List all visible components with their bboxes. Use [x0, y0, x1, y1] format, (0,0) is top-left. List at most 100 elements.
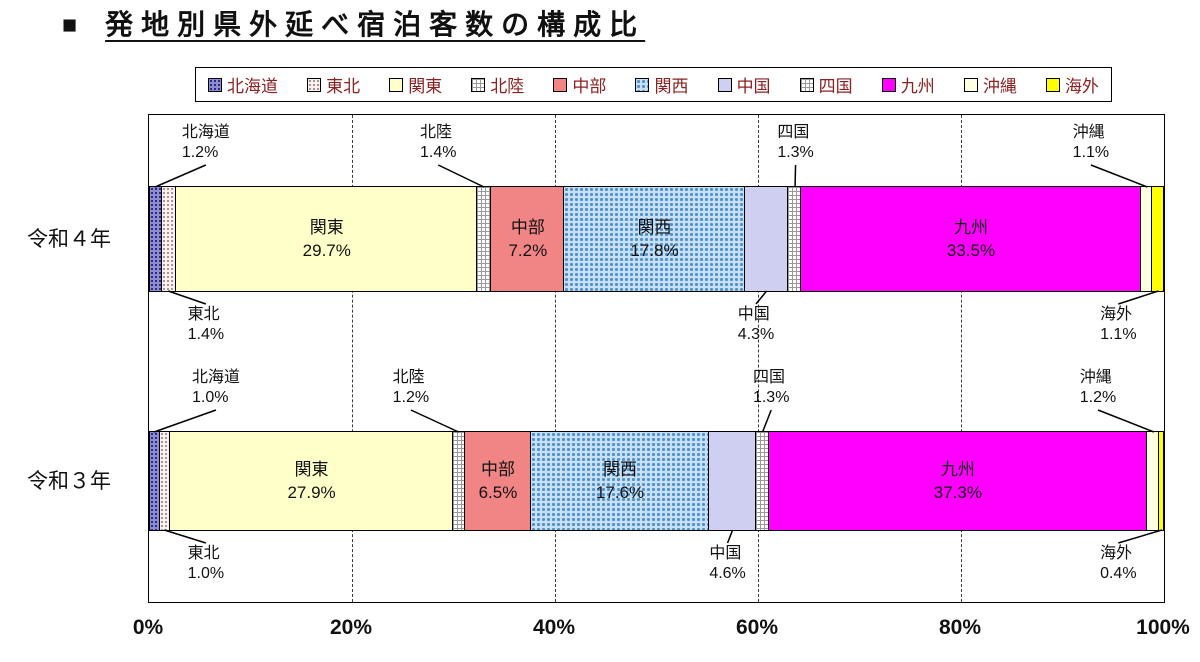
x-tick-label-4: 80%: [938, 616, 982, 639]
gridline-80pct: [961, 115, 962, 602]
x-tick-label-0: 0%: [132, 616, 164, 639]
callout-name: 四国: [777, 124, 810, 141]
callout-name: 北海道: [181, 124, 230, 141]
leader-line: [1118, 290, 1159, 305]
legend-swatch-icon-6: [717, 77, 732, 92]
bar-segment-r0-s5: [564, 187, 745, 291]
callout-r1-s0: 北海道 1.0%: [192, 368, 240, 408]
legend-item-9: 沖縄: [963, 72, 1017, 97]
callout-name: 沖縄: [1072, 124, 1105, 141]
segment-label-name: 関東: [294, 460, 329, 479]
callout-value: 4.3%: [737, 326, 775, 343]
segment-label-value: 33.5%: [946, 241, 996, 260]
callout-r1-s10: 海外 0.4%: [1100, 544, 1136, 584]
x-tick-label-2: 40%: [532, 616, 576, 639]
legend-item-1: 東北: [307, 72, 360, 97]
legend-swatch-icon-1: [307, 77, 322, 92]
callout-name: 海外: [1100, 306, 1133, 323]
leader-line: [1090, 164, 1148, 188]
title-row: ■ 発地別県外延べ宿泊客数の構成比: [62, 8, 645, 42]
legend: 北海道 東北 関東 北陸 中部 関西 中国 四国 九州 沖縄 海外: [195, 67, 1112, 102]
bar-segment-r0-s3: [477, 187, 492, 291]
segment-label-value: 6.5%: [478, 483, 518, 502]
legend-item-0: 北海道: [208, 72, 278, 97]
segment-label-value: 37.3%: [933, 483, 982, 502]
segment-label-r0-s2: 関東 29.7%: [303, 216, 351, 262]
callout-value: 1.3%: [777, 144, 814, 161]
legend-swatch-icon-5: [635, 77, 650, 92]
callout-name: 四国: [752, 369, 785, 386]
legend-item-label-7: 四国: [818, 77, 853, 96]
bar-segment-r0-s0: [150, 187, 163, 291]
legend-item-label-9: 沖縄: [982, 77, 1017, 96]
chart-area: 関東 29.7% 中部 7.2% 関西 17.8% 九州 33.5% 関東 27.9% 中部 6.5%…: [0, 114, 1200, 662]
bar-segment-r1-s5: [530, 432, 710, 530]
bar-segment-r0-s7: [788, 187, 802, 291]
callout-r1-s1: 東北 1.0%: [188, 544, 224, 584]
legend-swatch-icon-4: [553, 77, 568, 92]
bar-segment-r0-s2: [176, 187, 478, 291]
segment-label-r1-s5: 関西 17.6%: [596, 458, 644, 504]
bar-segment-r1-s3: [452, 432, 466, 530]
gridline-20pct: [352, 115, 353, 602]
leader-line: [154, 164, 207, 188]
stacked-bar-row-0: 関東 29.7% 中部 7.2% 関西 17.8% 九州 33.5%: [149, 186, 1164, 292]
legend-item-8: 九州: [881, 72, 935, 97]
callout-value: 1.1%: [1072, 144, 1110, 161]
bar-segment-r1-s9: [1146, 432, 1159, 530]
legend-item-label-1: 東北: [326, 77, 361, 96]
bar-segment-r1-s1: [160, 432, 171, 530]
bar-segment-r0-s6: [744, 187, 789, 291]
callout-value: 0.4%: [1100, 565, 1137, 582]
callout-r1-s3: 北陸 1.2%: [393, 368, 429, 408]
gridline-60pct: [758, 115, 759, 602]
bar-segment-r0-s1: [162, 187, 177, 291]
callout-name: 東北: [187, 306, 220, 323]
callout-r0-s9: 沖縄 1.1%: [1073, 123, 1109, 163]
legend-swatch-icon-10: [1045, 77, 1060, 92]
bar-segment-r0-s10: [1151, 187, 1163, 291]
segment-label-name: 関西: [637, 218, 672, 237]
bar-segment-r1-s10: [1158, 432, 1163, 530]
segment-label-r0-s5: 関西 17.8%: [630, 216, 678, 262]
leader-line: [410, 409, 459, 433]
segment-label-r1-s4: 中部 6.5%: [479, 458, 518, 504]
segment-label-name: 中部: [480, 460, 515, 479]
callout-name: 中国: [709, 545, 742, 562]
segment-label-r1-s8: 九州 37.3%: [934, 458, 982, 504]
category-label-0: 令和４年: [27, 228, 111, 251]
leader-line: [168, 290, 207, 305]
callout-name: 沖縄: [1079, 369, 1112, 386]
bar-segment-r0-s4: [491, 187, 565, 291]
segment-label-value: 17.6%: [595, 483, 645, 502]
callout-value: 1.3%: [752, 389, 790, 406]
callout-r1-s9: 沖縄 1.2%: [1080, 368, 1116, 408]
legend-item-3: 北陸: [471, 72, 524, 97]
x-tick-label-5: 100%: [1136, 616, 1190, 639]
callout-value: 1.2%: [181, 144, 219, 161]
callout-r0-s0: 北海道 1.2%: [182, 123, 230, 163]
leader-line: [726, 529, 734, 544]
legend-swatch-icon-7: [799, 77, 814, 92]
callout-r0-s3: 北陸 1.4%: [420, 123, 456, 163]
legend-item-label-3: 北陸: [490, 77, 525, 96]
bar-segment-r1-s4: [465, 432, 531, 530]
legend-item-label-5: 関西: [654, 77, 689, 96]
segment-label-value: 17.8%: [630, 241, 679, 260]
callout-name: 海外: [1100, 545, 1133, 562]
callout-value: 1.2%: [392, 389, 430, 406]
callout-name: 北陸: [420, 124, 453, 141]
legend-item-label-8: 九州: [900, 77, 935, 96]
callout-value: 1.0%: [191, 389, 229, 406]
legend-item-label-6: 中国: [736, 77, 771, 96]
leader-line: [1097, 409, 1155, 433]
bar-segment-r0-s9: [1140, 187, 1152, 291]
leader-line: [437, 164, 485, 188]
legend-item-label-10: 海外: [1064, 77, 1099, 96]
callout-r0-s7: 四国 1.3%: [777, 123, 813, 163]
bar-segment-r1-s8: [768, 432, 1147, 530]
bar-segment-r1-s2: [170, 432, 453, 530]
bar-segment-r0-s8: [801, 187, 1141, 291]
leader-line: [164, 529, 207, 544]
